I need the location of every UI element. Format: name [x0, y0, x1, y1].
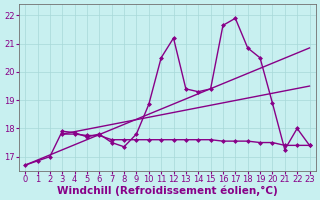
- X-axis label: Windchill (Refroidissement éolien,°C): Windchill (Refroidissement éolien,°C): [57, 185, 278, 196]
